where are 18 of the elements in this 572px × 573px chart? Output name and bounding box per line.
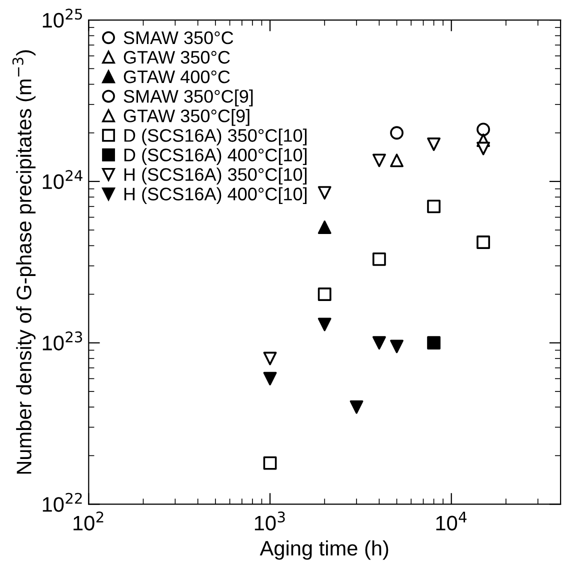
x-axis-title: Aging time (h) <box>260 540 388 560</box>
x-tick-label: 10$^{4}$ <box>436 512 467 531</box>
legend-label: H (SCS16A) 400°C[10] <box>124 187 307 204</box>
legend-label: H (SCS16A) 350°C[10] <box>124 168 307 184</box>
y-tick-label: 10$^{22}$ <box>42 492 82 512</box>
y-tick-label: 10$^{25}$ <box>42 8 82 28</box>
legend-label: GTAW 400°C <box>124 70 230 84</box>
x-tick-label: 10$^{3}$ <box>254 511 285 530</box>
legend-label: SMAW 350°C[9] <box>124 90 253 106</box>
legend-label: D (SCS16A) 350°C[10] <box>124 128 307 146</box>
legend-label: GTAW 350°C[9] <box>124 109 250 126</box>
legend-label: SMAW 350°C <box>124 31 234 44</box>
y-axis-title: Number density of G-phase precipitates (m$^{−3}$) <box>12 50 36 474</box>
y-tick-label: 10$^{23}$ <box>42 331 82 350</box>
legend-label: D (SCS16A) 400°C[10] <box>124 148 307 165</box>
legend-label: GTAW 350°C <box>124 50 230 64</box>
y-tick-label: 10$^{24}$ <box>42 170 82 190</box>
x-tick-label: 10$^{2}$ <box>74 511 104 530</box>
